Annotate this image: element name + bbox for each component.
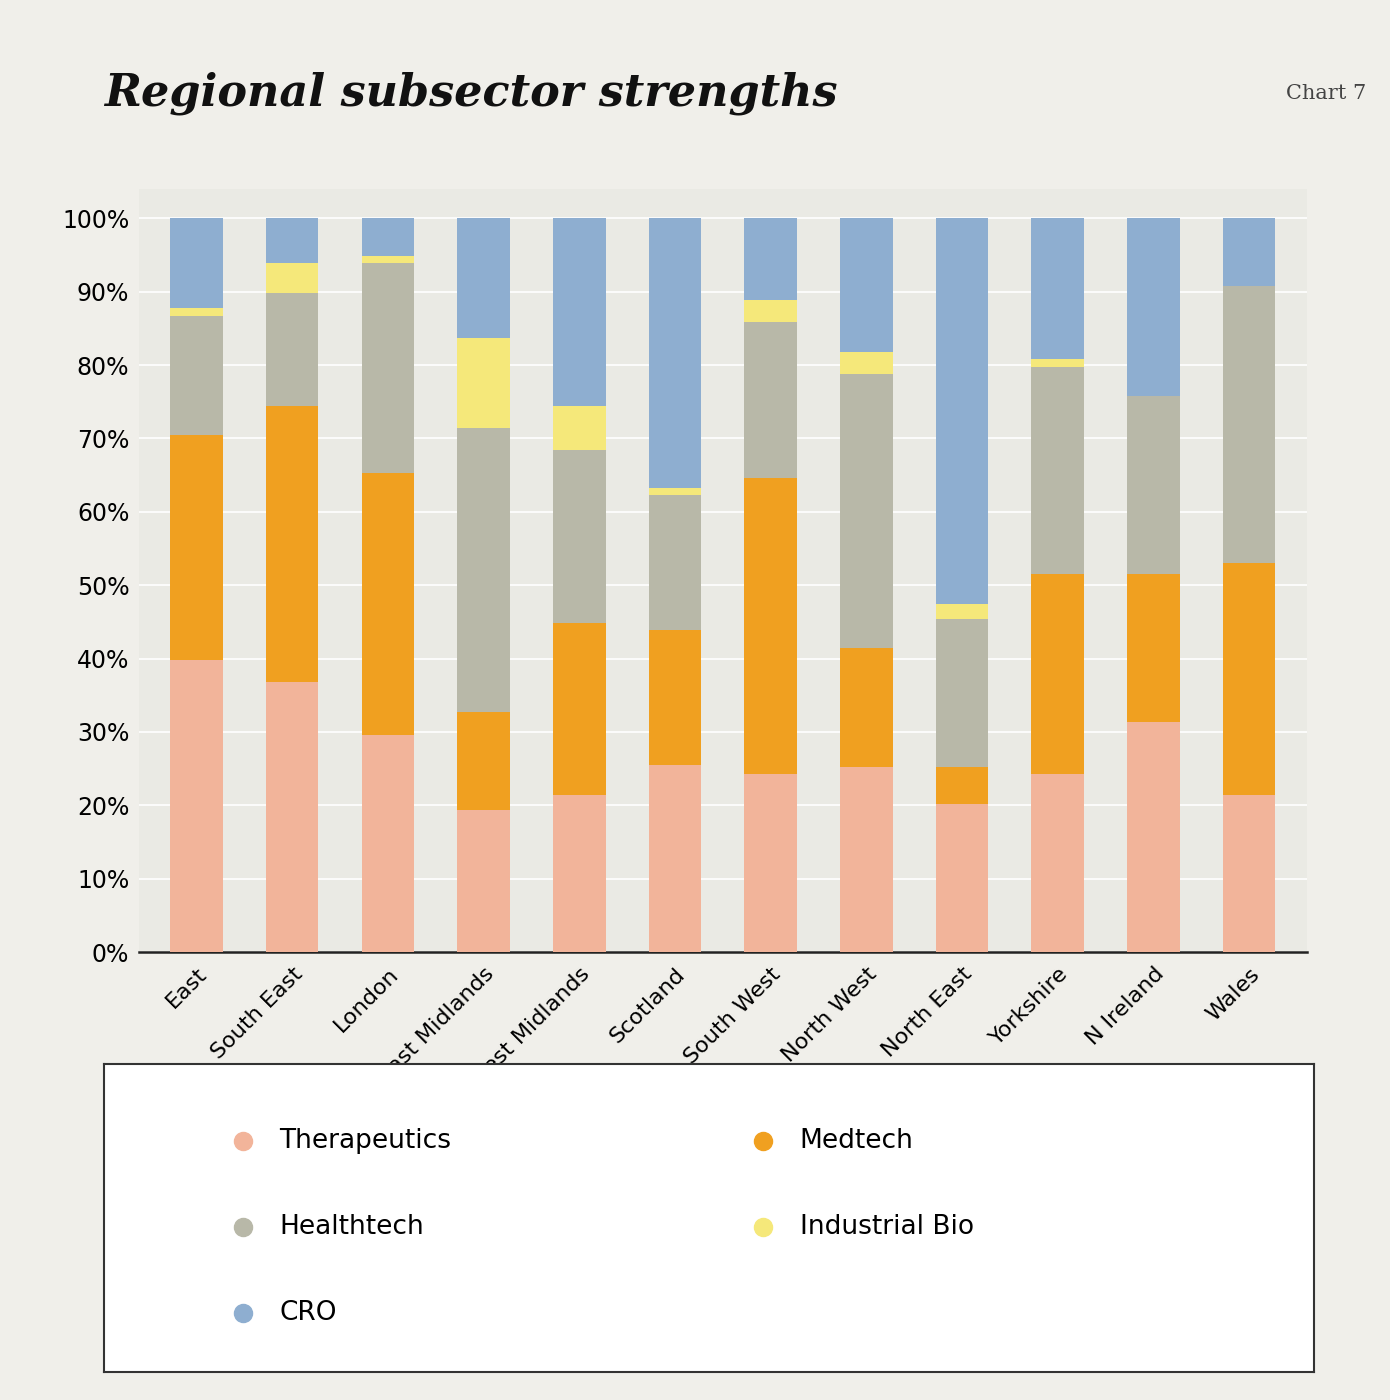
Text: Chart 7: Chart 7 bbox=[1286, 84, 1366, 102]
Bar bbox=[1031, 218, 1084, 360]
Bar bbox=[265, 218, 318, 263]
Text: Healthtech: Healthtech bbox=[279, 1214, 424, 1240]
Bar bbox=[1223, 795, 1276, 952]
Bar bbox=[649, 496, 702, 630]
Bar bbox=[1223, 218, 1276, 286]
Bar bbox=[1127, 722, 1180, 952]
Bar bbox=[361, 473, 414, 735]
Bar bbox=[1031, 774, 1084, 952]
Bar bbox=[457, 713, 510, 809]
Bar bbox=[744, 218, 796, 300]
Bar bbox=[457, 339, 510, 428]
Bar bbox=[1031, 574, 1084, 774]
Text: Medtech: Medtech bbox=[799, 1128, 913, 1154]
Bar bbox=[840, 374, 892, 648]
Bar bbox=[170, 435, 222, 659]
Bar bbox=[649, 630, 702, 764]
Text: CRO: CRO bbox=[279, 1301, 338, 1326]
Bar bbox=[935, 603, 988, 619]
Bar bbox=[1223, 563, 1276, 795]
Bar bbox=[1031, 367, 1084, 574]
Bar bbox=[170, 315, 222, 435]
Bar bbox=[744, 477, 796, 774]
Bar bbox=[1127, 218, 1180, 396]
Bar bbox=[265, 406, 318, 682]
Bar bbox=[1127, 396, 1180, 574]
Bar bbox=[744, 774, 796, 952]
Bar bbox=[1031, 360, 1084, 367]
Bar bbox=[553, 406, 606, 451]
Bar bbox=[649, 218, 702, 487]
Bar bbox=[553, 218, 606, 406]
Bar bbox=[744, 322, 796, 477]
Bar bbox=[361, 218, 414, 256]
Bar bbox=[457, 428, 510, 713]
Bar bbox=[457, 809, 510, 952]
Bar bbox=[361, 735, 414, 952]
Bar bbox=[553, 795, 606, 952]
Bar bbox=[457, 218, 510, 339]
Bar bbox=[1223, 286, 1276, 563]
Bar bbox=[840, 351, 892, 374]
Bar bbox=[361, 256, 414, 263]
Bar bbox=[935, 619, 988, 767]
Bar bbox=[170, 659, 222, 952]
Bar bbox=[840, 218, 892, 351]
Bar bbox=[649, 487, 702, 496]
Text: Industrial Bio: Industrial Bio bbox=[799, 1214, 974, 1240]
Bar bbox=[1127, 574, 1180, 722]
Bar bbox=[170, 308, 222, 315]
Text: Therapeutics: Therapeutics bbox=[279, 1128, 452, 1154]
Bar bbox=[840, 648, 892, 767]
Bar bbox=[265, 682, 318, 952]
Bar bbox=[840, 767, 892, 952]
Bar bbox=[265, 263, 318, 293]
Bar bbox=[935, 804, 988, 952]
Bar bbox=[649, 764, 702, 952]
Bar bbox=[361, 263, 414, 473]
Bar bbox=[553, 623, 606, 795]
Bar bbox=[265, 293, 318, 406]
Bar bbox=[935, 218, 988, 603]
Text: Regional subsector strengths: Regional subsector strengths bbox=[104, 71, 838, 115]
Bar bbox=[170, 218, 222, 308]
Bar bbox=[744, 300, 796, 322]
Bar bbox=[553, 451, 606, 623]
Bar bbox=[935, 767, 988, 804]
